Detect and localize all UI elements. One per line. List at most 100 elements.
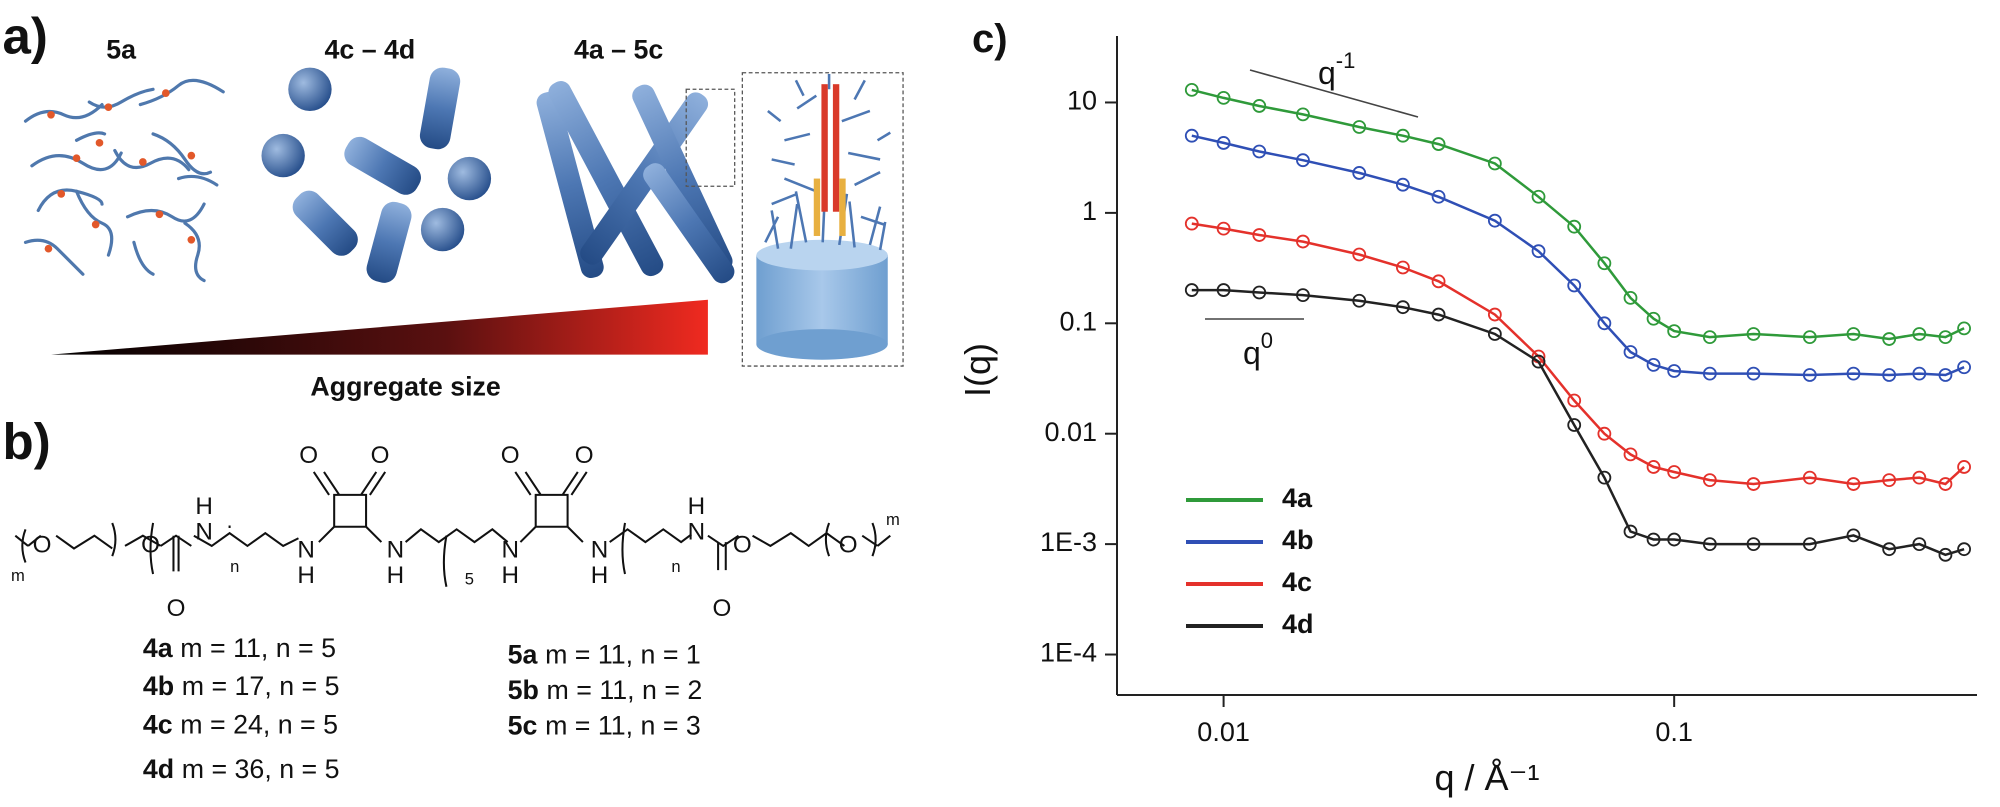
- atom: O: [141, 531, 160, 558]
- data-point: [1597, 426, 1612, 441]
- y-axis-label: I(q): [957, 343, 998, 397]
- annotation-text: q: [1318, 55, 1336, 91]
- group-title: 5a: [106, 35, 137, 65]
- annotation: q0: [1243, 328, 1273, 371]
- data-point: [1531, 244, 1546, 259]
- data-point: [1567, 393, 1582, 408]
- data-point: [1184, 216, 1199, 231]
- atom: N: [387, 536, 405, 563]
- data-point: [1184, 82, 1199, 97]
- data-point: [1882, 542, 1897, 557]
- data-point: [1646, 532, 1661, 547]
- atom: O: [733, 531, 752, 558]
- atom: O: [839, 531, 858, 558]
- compound: 5b: [508, 675, 539, 705]
- data-point: [1252, 99, 1267, 113]
- atom: H: [297, 562, 315, 589]
- data-point: [1252, 228, 1267, 242]
- atom: O: [713, 595, 732, 622]
- atom: H: [591, 562, 609, 589]
- legend-label: 4b: [1282, 525, 1314, 555]
- data-point: [1431, 274, 1446, 289]
- atom: n: [671, 557, 680, 576]
- atom: N: [688, 519, 706, 546]
- data-point: [1184, 283, 1199, 297]
- data-point: [1487, 156, 1502, 171]
- legend-label: 4c: [1282, 567, 1312, 597]
- panel-label: a): [3, 8, 48, 65]
- composition: 4a m = 11, n = 5: [143, 633, 336, 663]
- data-point: [1431, 137, 1446, 151]
- data-point: [1702, 473, 1717, 488]
- params: m = 11, n = 5: [180, 633, 336, 663]
- data-point: [1938, 368, 1953, 382]
- legend-label: 4a: [1282, 483, 1313, 513]
- series-line: [1191, 134, 1965, 377]
- data-point: [1667, 532, 1682, 547]
- group-title: 4c – 4d: [325, 35, 416, 65]
- data-point: [1957, 360, 1971, 375]
- compound: 5c: [508, 711, 538, 741]
- compound: 4a: [143, 633, 174, 663]
- data-point: [1882, 368, 1897, 382]
- atom: m: [886, 510, 900, 529]
- y-tick-label: 0.01: [1044, 417, 1097, 447]
- compound: 4b: [143, 671, 174, 701]
- atom: H: [501, 562, 519, 589]
- atom: H: [688, 493, 706, 520]
- data-point: [1746, 366, 1761, 381]
- atom: N: [195, 519, 213, 546]
- group-title: 4a – 5c: [574, 35, 663, 65]
- data-point: [1746, 537, 1761, 552]
- atom: 5: [465, 570, 474, 589]
- data-point: [1352, 120, 1367, 134]
- params: m = 11, n = 1: [545, 639, 701, 669]
- data-point: [1623, 524, 1638, 539]
- data-point: [1702, 366, 1717, 381]
- data-point: [1938, 330, 1953, 344]
- data-point: [1597, 256, 1612, 271]
- composition: 4c m = 24, n = 5: [143, 709, 338, 739]
- data-point: [1216, 221, 1231, 236]
- data-point: [1352, 166, 1367, 180]
- params: m = 11, n = 3: [545, 711, 701, 741]
- data-point: [1352, 293, 1367, 308]
- panel-label: c): [972, 17, 1008, 61]
- data-point: [1597, 316, 1612, 331]
- data-point: [1184, 128, 1199, 143]
- composition: 4d m = 36, n = 5: [143, 754, 340, 784]
- x-tick-label: 0.1: [1655, 717, 1693, 747]
- compositions: 4a m = 11, n = 54b m = 17, n = 54c m = 24, …: [143, 633, 702, 784]
- composition: 5b m = 11, n = 2: [508, 675, 703, 705]
- series-line: [1191, 288, 1965, 557]
- data-point: [1667, 364, 1682, 378]
- data-point: [1623, 447, 1638, 462]
- data-point: [1395, 128, 1410, 143]
- micelles: [261, 67, 492, 283]
- data-point: [1597, 470, 1612, 485]
- data-point: [1957, 542, 1971, 557]
- data-point: [1216, 283, 1231, 297]
- data-point: [1912, 366, 1927, 381]
- fibers: [536, 81, 736, 284]
- series-line: [1191, 88, 1965, 341]
- atom: N: [297, 536, 315, 563]
- atom: O: [299, 442, 318, 469]
- data-point: [1957, 460, 1971, 474]
- data-point: [1395, 300, 1410, 315]
- atom: O: [501, 442, 520, 469]
- chains: [23, 78, 225, 283]
- data-point: [1487, 327, 1502, 341]
- compound: 4d: [143, 754, 174, 784]
- params: m = 36, n = 5: [182, 754, 340, 784]
- data-point: [1252, 285, 1267, 300]
- data-point: [1646, 311, 1661, 326]
- data-point: [1567, 418, 1582, 432]
- data-point: [1646, 460, 1661, 474]
- data-point: [1746, 477, 1761, 491]
- data-point: [1882, 473, 1897, 488]
- data-point: [1395, 260, 1410, 275]
- data-point: [1216, 91, 1231, 105]
- data-point: [1395, 177, 1410, 192]
- annotation-sup: 0: [1261, 328, 1273, 353]
